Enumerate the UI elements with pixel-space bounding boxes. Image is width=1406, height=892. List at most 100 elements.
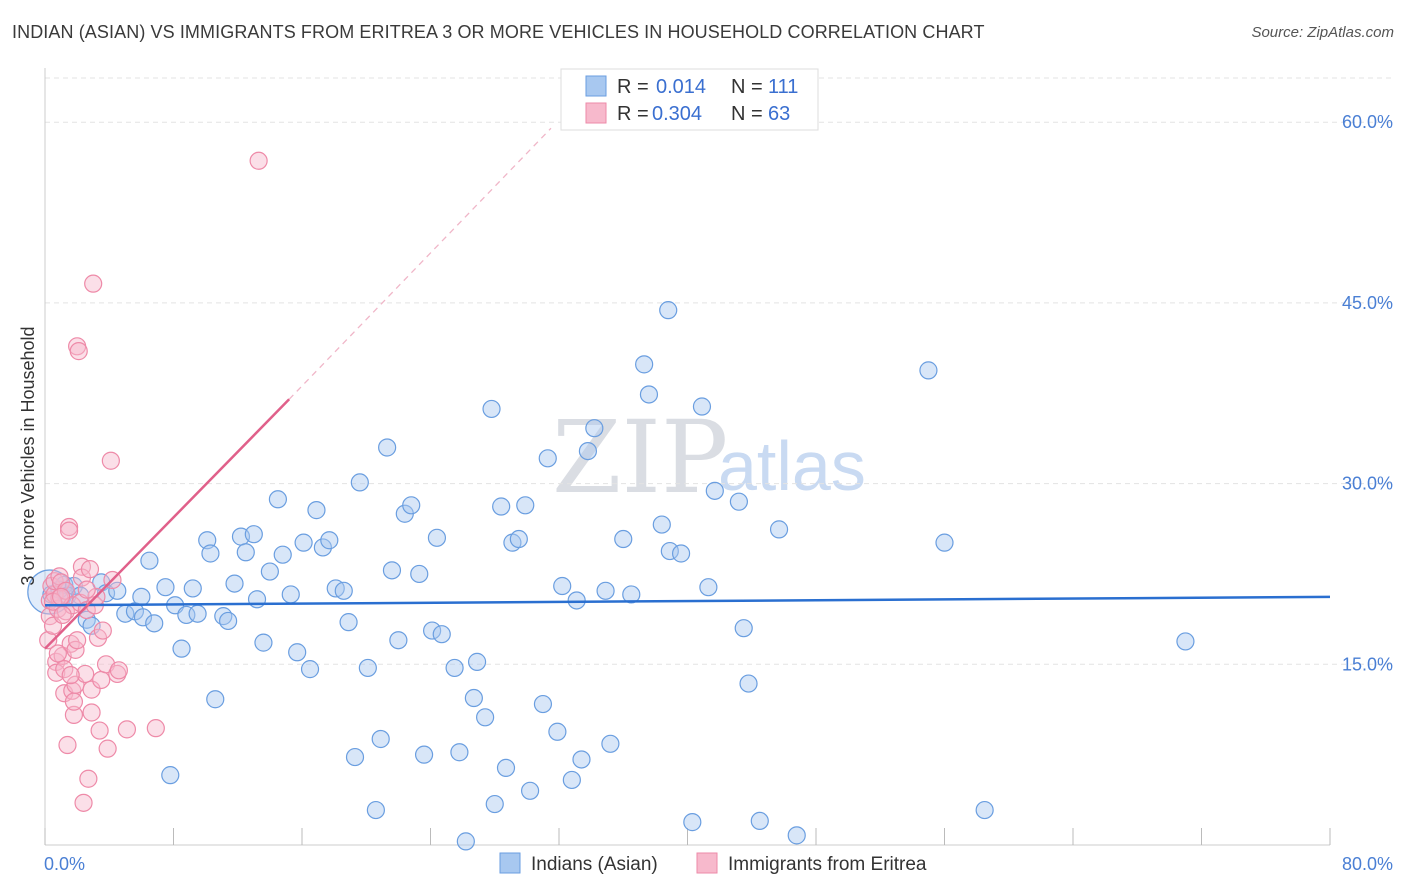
data-point-pink — [84, 274, 103, 293]
data-point-pink — [90, 721, 109, 740]
data-point-blue — [307, 501, 326, 520]
bottom-legend: Indians (Asian) Immigrants from Eritrea — [499, 852, 927, 875]
data-point-pink — [93, 621, 112, 640]
data-point-blue — [750, 811, 769, 831]
data-point-blue — [339, 613, 358, 632]
y-tick-labels: 15.0% 30.0% 45.0% 60.0% — [1342, 112, 1393, 674]
data-point-blue — [553, 576, 572, 596]
data-point-pink — [61, 666, 80, 685]
data-point-blue — [562, 770, 581, 790]
data-point-blue — [614, 529, 633, 549]
data-point-blue — [787, 826, 806, 845]
legend-n-label-pink: N = — [731, 103, 763, 125]
data-point-blue — [402, 496, 421, 515]
data-point-blue — [172, 639, 191, 658]
data-point-pink — [117, 720, 137, 739]
bottom-legend-label-pink: Immigrants from Eritrea — [728, 854, 927, 875]
watermark-zip: ZIP — [552, 399, 728, 516]
data-point-pink — [51, 587, 71, 606]
legend-r-value-blue: 0.014 — [656, 76, 706, 98]
data-point-blue — [729, 492, 749, 511]
data-point-pink — [92, 670, 111, 690]
y-tick-label: 45.0% — [1342, 293, 1393, 313]
y-tick-label: 30.0% — [1342, 474, 1393, 494]
data-point-pink — [53, 605, 72, 625]
data-point-blue — [410, 564, 429, 584]
data-point-pink — [82, 703, 101, 722]
legend-swatch-pink — [585, 102, 607, 124]
data-point-pink — [249, 151, 268, 170]
y-axis-label: 3 or more Vehicles in Household — [18, 326, 38, 585]
legend-n-label-blue: N = — [731, 76, 763, 98]
data-point-blue — [919, 361, 938, 380]
data-point-blue — [161, 766, 180, 785]
data-point-blue — [371, 729, 390, 749]
data-point-blue — [548, 722, 567, 741]
data-point-blue — [273, 545, 292, 564]
legend-n-value-pink: 63 — [768, 103, 790, 125]
trend-line-blue — [44, 595, 1331, 607]
trend-line-pink — [44, 398, 291, 650]
x-tick-label-min: 0.0% — [44, 854, 85, 874]
grid — [45, 77, 1393, 665]
data-point-pink — [101, 451, 120, 470]
data-point-blue — [705, 481, 724, 500]
trend-lines — [44, 127, 1331, 650]
data-point-blue — [156, 578, 175, 597]
data-point-blue — [188, 604, 207, 623]
data-point-blue — [77, 610, 96, 629]
data-point-blue — [133, 608, 153, 627]
data-point-blue — [671, 544, 691, 563]
data-point-blue — [482, 399, 501, 419]
y-tick-label: 60.0% — [1342, 112, 1393, 132]
data-point-blue — [734, 619, 753, 638]
data-point-blue — [225, 574, 244, 593]
data-point-blue — [975, 800, 994, 820]
data-point-blue — [533, 694, 553, 714]
data-point-blue — [268, 490, 288, 509]
data-point-blue — [334, 581, 353, 600]
data-point-blue — [140, 551, 159, 570]
data-point-blue — [206, 690, 225, 709]
chart-title: INDIAN (ASIAN) VS IMMIGRANTS FROM ERITRE… — [12, 22, 985, 42]
data-point-blue — [1176, 632, 1195, 651]
legend-box: R = 0.014 N = 111 R = 0.304 N = 63 — [560, 68, 819, 131]
data-point-pink — [80, 560, 100, 579]
data-point-pink — [146, 719, 165, 738]
data-point-blue — [450, 743, 469, 762]
data-point-blue — [445, 658, 464, 678]
data-point-blue — [294, 533, 313, 552]
data-point-pink — [69, 342, 88, 361]
trend-line-pink-extension — [288, 127, 552, 400]
data-point-pink — [74, 793, 93, 812]
data-point-blue — [699, 578, 718, 597]
data-point-blue — [247, 590, 267, 609]
data-point-blue — [427, 528, 447, 547]
data-point-blue — [260, 562, 279, 581]
data-point-blue — [572, 750, 591, 769]
data-point-blue — [254, 633, 273, 652]
bottom-legend-swatch-blue — [499, 852, 521, 874]
data-point-blue — [622, 585, 641, 604]
data-point-blue — [432, 625, 451, 644]
data-point-blue — [596, 581, 615, 600]
data-point-blue — [467, 652, 487, 671]
data-point-blue — [585, 419, 604, 438]
data-point-pink — [109, 661, 128, 680]
data-point-blue — [601, 734, 620, 753]
data-point-pink — [68, 631, 87, 650]
data-point-blue — [652, 515, 671, 534]
y-tick-label: 15.0% — [1342, 654, 1393, 674]
data-point-pink — [48, 644, 67, 663]
series-eritrea-points — [39, 151, 268, 812]
data-point-blue — [769, 520, 789, 539]
data-point-pink — [64, 692, 84, 711]
data-point-blue — [145, 614, 164, 633]
data-point-blue — [567, 591, 586, 610]
data-point-blue — [366, 800, 385, 820]
data-point-blue — [236, 543, 255, 562]
data-point-blue — [635, 355, 654, 374]
data-point-blue — [476, 708, 495, 727]
data-point-blue — [108, 581, 127, 600]
